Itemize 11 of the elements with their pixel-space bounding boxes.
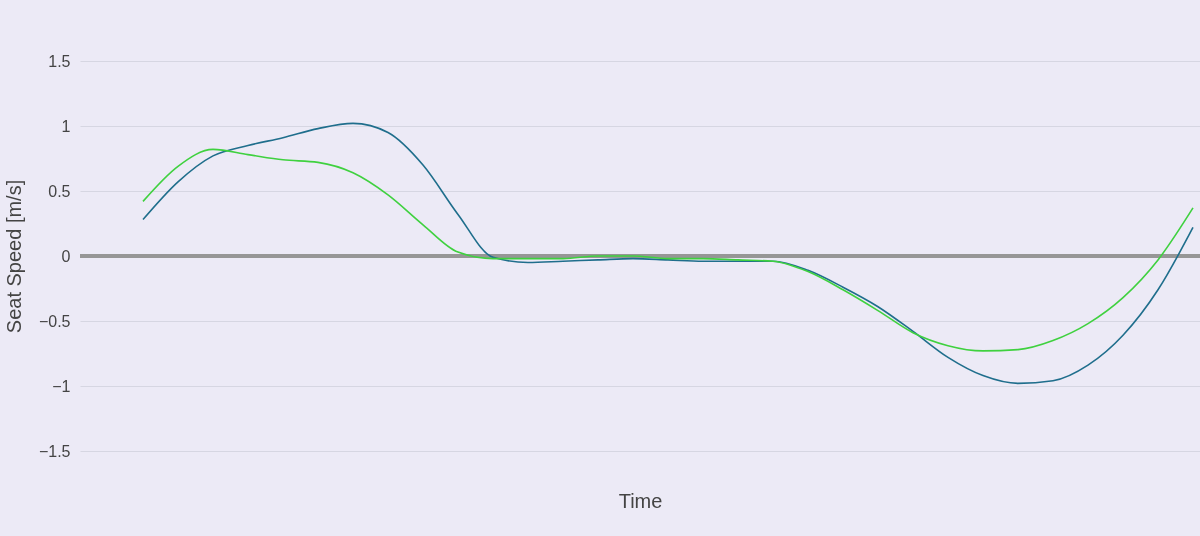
y-tick-label: −0.5 [38,312,71,330]
line-series [142,148,1194,352]
y-tick-label: 0 [61,247,71,265]
y-tick-label: 0.5 [48,182,71,200]
y-axis-title: Seat Speed [m/s] [2,179,25,334]
x-axis-title: Time [618,489,663,512]
y-tick-label: 1.5 [48,52,71,70]
y-tick-label: −1 [52,377,71,395]
y-tick-label: −1.5 [38,442,71,460]
line-series [142,122,1194,385]
y-tick-label: 1 [61,117,71,135]
